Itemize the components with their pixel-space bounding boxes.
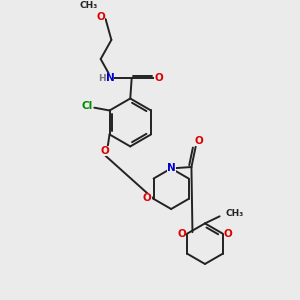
Text: O: O (100, 146, 109, 155)
Text: Cl: Cl (81, 101, 93, 111)
Text: H: H (98, 74, 105, 83)
Text: N: N (106, 73, 114, 83)
Text: O: O (143, 193, 152, 203)
Text: CH₃: CH₃ (225, 209, 244, 218)
Text: O: O (154, 73, 163, 83)
Text: O: O (224, 229, 233, 238)
Text: O: O (96, 12, 105, 22)
Text: CH₃: CH₃ (80, 1, 98, 10)
Text: O: O (194, 136, 203, 146)
Text: N: N (167, 164, 176, 173)
Text: O: O (177, 229, 186, 238)
